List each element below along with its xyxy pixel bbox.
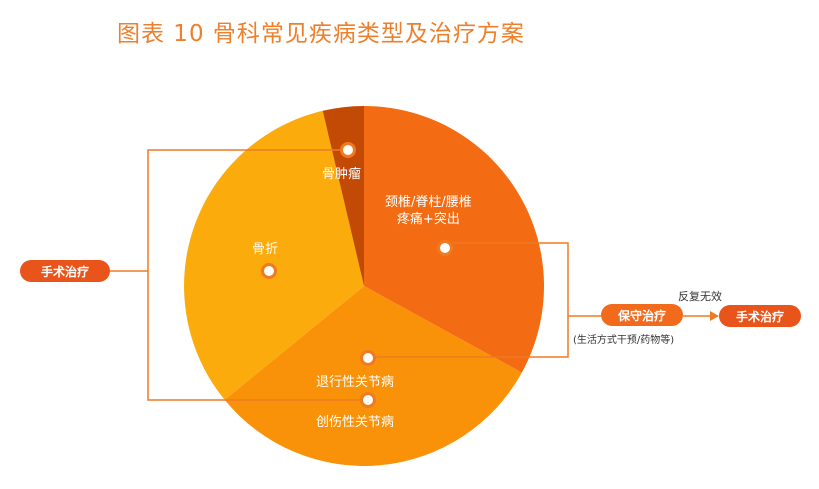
label-fracture: 骨折 (252, 242, 279, 257)
dot-trauma (360, 392, 376, 408)
right-conservative-bracket (376, 242, 601, 358)
sector-fracture (184, 110, 364, 400)
dot-spine (437, 240, 453, 256)
dot-tumor (340, 142, 356, 158)
conservative-pill: 保守治疗 (601, 304, 683, 326)
sector-spine (364, 106, 545, 373)
repeat-arrow (683, 311, 719, 321)
page-title: 图表 10 骨科常见疾病类型及治疗方案 (117, 21, 525, 47)
surgery-pill-left: 手术治疗 (20, 260, 110, 282)
label-trauma: 创伤性关节病 (316, 415, 395, 430)
dot-fracture (261, 263, 277, 279)
repeat-ineffective-note: 反复无效 (678, 290, 722, 303)
marker-dots (261, 142, 453, 408)
surgery-pill-right: 手术治疗 (719, 305, 801, 327)
conservative-note: (生活方式干预/药物等) (573, 335, 675, 346)
label-spine: 颈椎/脊柱/腰椎 疼痛+突出 (385, 194, 472, 228)
label-spine-line2: 疼痛+突出 (396, 212, 460, 227)
dot-degenerative (360, 350, 376, 366)
left-surgery-bracket (110, 149, 368, 401)
label-bone-tumor: 骨肿瘤 (322, 167, 362, 182)
sector-joint-disease (224, 286, 522, 466)
label-spine-line1: 颈椎/脊柱/腰椎 (385, 195, 472, 210)
label-degenerative: 退行性关节病 (316, 375, 395, 390)
